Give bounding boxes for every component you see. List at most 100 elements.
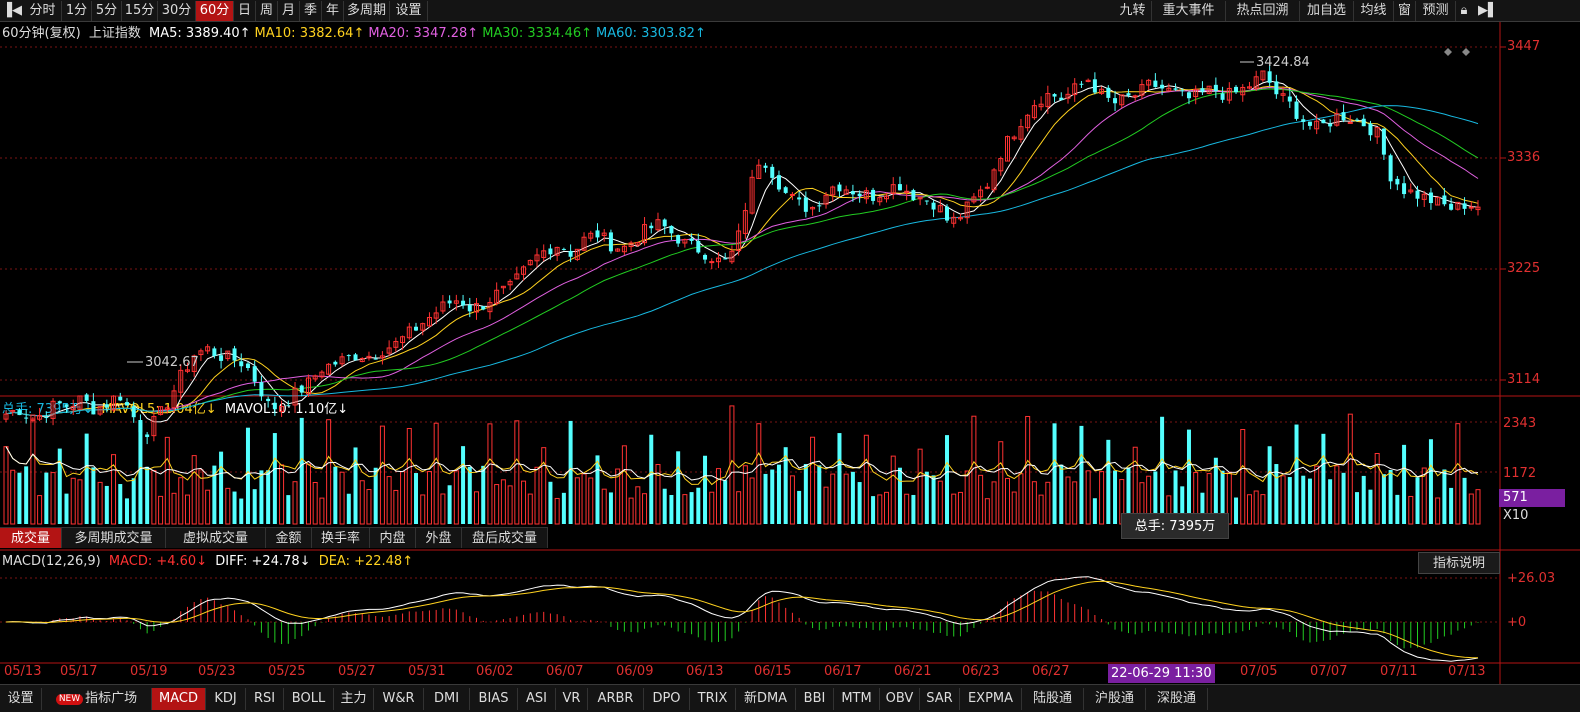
candle-body: [10, 409, 16, 413]
toolbar-right-button[interactable]: 重大事件: [1152, 1, 1226, 21]
collapse-right-icon[interactable]: ▶▌: [1478, 3, 1498, 18]
volume-bar: [1004, 477, 1010, 525]
candle-body: [1274, 81, 1279, 95]
indicator-help-button[interactable]: 指标说明: [1418, 552, 1500, 574]
volume-tab[interactable]: 盘后成交量: [462, 527, 548, 548]
period-tab[interactable]: 1分: [62, 1, 92, 21]
candle-body: [669, 225, 674, 234]
indicator-tab[interactable]: W&R: [374, 688, 424, 710]
period-tab[interactable]: 周: [256, 1, 278, 21]
volume-tab[interactable]: 虚拟成交量: [166, 527, 266, 548]
lock-icon[interactable]: 🔒︎: [1460, 3, 1468, 18]
indicator-tab[interactable]: KDJ: [206, 688, 246, 710]
indicator-tab[interactable]: MACD: [152, 688, 206, 710]
candle-body: [77, 395, 83, 410]
period-tab[interactable]: 多周期: [344, 1, 390, 21]
volume-bar: [191, 455, 197, 525]
volume-tab[interactable]: 金额: [266, 527, 312, 548]
indicator-tab[interactable]: TRIX: [690, 688, 736, 710]
candle-body: [1025, 114, 1031, 129]
indicator-tab[interactable]: 深股通: [1146, 688, 1208, 710]
indicator-tab[interactable]: SAR: [920, 688, 960, 710]
volume-bar: [205, 489, 211, 525]
toolbar-right-button[interactable]: 窗: [1394, 1, 1416, 21]
candle-body: [1004, 136, 1010, 162]
volume-bar: [1226, 472, 1232, 525]
volume-tab[interactable]: 成交量: [0, 527, 62, 548]
volume-bar: [1072, 481, 1078, 525]
indicator-tab[interactable]: RSI: [246, 688, 284, 710]
toolbar-right-button[interactable]: 均线: [1354, 1, 1394, 21]
volume-bar: [272, 433, 277, 524]
candle-body: [945, 206, 950, 221]
candle-body: [689, 238, 694, 241]
volume-mavol5: MAVOL5: 1.04亿↓: [101, 402, 217, 417]
indicator-tab[interactable]: BIAS: [470, 688, 518, 710]
volume-bar: [433, 422, 439, 525]
period-tab[interactable]: 设置: [390, 1, 428, 21]
volume-bar: [897, 467, 902, 524]
candle-body: [1408, 189, 1414, 193]
toolbar-right-button[interactable]: 加自选: [1300, 1, 1354, 21]
candle-body: [353, 354, 358, 361]
indicator-tab[interactable]: 陆股通: [1022, 688, 1084, 710]
volume-bar: [225, 487, 231, 525]
indicator-tab[interactable]: BBI: [796, 688, 834, 710]
volume-bar: [1321, 433, 1326, 524]
x-axis-date: 06/09: [616, 664, 654, 679]
indicator-tab[interactable]: BOLL: [284, 688, 334, 710]
indicator-tab[interactable]: 沪股通: [1084, 688, 1146, 710]
indicator-tab[interactable]: MTM: [834, 688, 880, 710]
volume-tab[interactable]: 外盘: [416, 527, 462, 548]
toolbar-right-button[interactable]: 预测: [1416, 1, 1456, 21]
period-tab[interactable]: 季: [300, 1, 322, 21]
ma-label: MA60: 3303.82↑: [596, 26, 706, 41]
period-tab[interactable]: 分时: [24, 1, 62, 21]
volume-tab[interactable]: 内盘: [370, 527, 416, 548]
volume-bar: [1435, 497, 1441, 525]
indicator-tab[interactable]: 新DMA: [736, 688, 796, 710]
volume-bar: [37, 495, 43, 525]
volume-tab[interactable]: 多周期成交量: [62, 527, 166, 548]
indicator-tab[interactable]: 设置: [0, 688, 42, 710]
period-tab[interactable]: 60分: [196, 1, 234, 21]
stock-chart[interactable]: [0, 22, 1580, 684]
candle-body: [198, 350, 204, 356]
indicator-tab[interactable]: ASI: [518, 688, 556, 710]
indicator-tab[interactable]: VR: [556, 688, 588, 710]
toolbar-right-button[interactable]: 九转: [1114, 1, 1152, 21]
volume-bar: [991, 481, 997, 525]
x-axis-date: 07/13: [1448, 664, 1486, 679]
volume-bar: [783, 447, 788, 524]
indicator-tab[interactable]: 主力: [334, 688, 374, 710]
toolbar-right-button[interactable]: 热点回溯: [1226, 1, 1300, 21]
period-tab[interactable]: 月: [278, 1, 300, 21]
period-tab[interactable]: 年: [322, 1, 344, 21]
macd-diff: DIFF: +24.78↓: [215, 554, 311, 569]
candle-body: [884, 195, 890, 200]
indicator-tab[interactable]: NEW 指标广场: [42, 688, 152, 710]
candle-body: [971, 196, 977, 203]
volume-bar: [945, 435, 950, 524]
period-tab[interactable]: 15分: [122, 1, 158, 21]
indicator-tab[interactable]: OBV: [880, 688, 920, 710]
volume-bar: [279, 464, 285, 525]
indicator-tab[interactable]: DPO: [644, 688, 690, 710]
period-tab[interactable]: 日: [234, 1, 256, 21]
volume-tab[interactable]: 换手率: [312, 527, 370, 548]
collapse-left-icon[interactable]: ▐◀: [2, 3, 22, 18]
volume-bar: [628, 497, 634, 525]
indicator-tab[interactable]: EXPMA: [960, 688, 1022, 710]
volume-bar: [635, 486, 641, 525]
candle-body: [696, 240, 701, 253]
indicator-tab[interactable]: DMI: [424, 688, 470, 710]
candle-body: [843, 189, 849, 195]
period-tab[interactable]: 5分: [92, 1, 122, 21]
indicator-tab[interactable]: ARBR: [588, 688, 644, 710]
volume-bar: [797, 490, 802, 524]
period-tab[interactable]: 30分: [158, 1, 196, 21]
volume-axis-label: 1172: [1503, 466, 1537, 481]
volume-bar: [884, 491, 890, 525]
volume-bar: [440, 493, 446, 525]
volume-bar: [1113, 470, 1118, 524]
